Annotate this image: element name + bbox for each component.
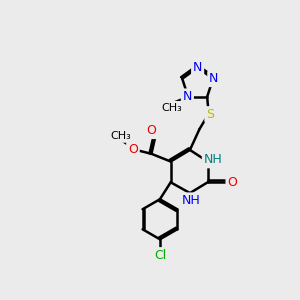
Text: CH₃: CH₃: [162, 103, 182, 112]
Text: S: S: [206, 108, 214, 121]
Text: Cl: Cl: [154, 249, 166, 262]
Text: NH: NH: [204, 154, 222, 166]
Text: NH: NH: [181, 194, 200, 207]
Text: O: O: [146, 124, 156, 137]
Text: N: N: [193, 61, 202, 74]
Text: N: N: [209, 72, 218, 85]
Text: O: O: [227, 176, 237, 189]
Text: CH₃: CH₃: [110, 131, 131, 141]
Text: N: N: [183, 90, 192, 103]
Text: O: O: [128, 143, 138, 156]
